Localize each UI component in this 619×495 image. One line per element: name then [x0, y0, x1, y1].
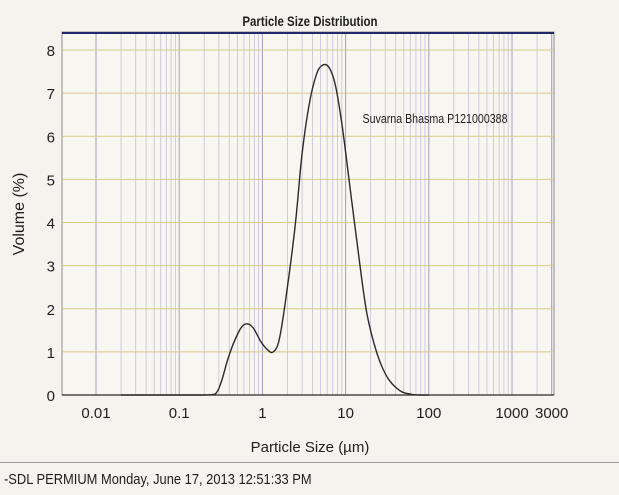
- x-tick-label: 100: [416, 405, 441, 422]
- x-tick-labels: 0.01 0.1 1 10 100 1000 3000: [81, 405, 568, 422]
- status-footer: [0, 462, 619, 495]
- series-line: [120, 63, 429, 396]
- y-tick-label: 2: [47, 302, 55, 319]
- y-tick-label: 6: [47, 129, 55, 146]
- y-tick-label: 5: [47, 172, 55, 189]
- series-annotation: Suvarna Bhasma P121000388: [362, 111, 507, 126]
- chart-title: Particle Size Distribution: [242, 13, 377, 29]
- plot-area: [61, 31, 555, 396]
- y-tick-label: 3: [47, 259, 55, 276]
- footer-text: -SDL PERMIUM Monday, June 17, 2013 12:51…: [4, 471, 312, 488]
- y-axis-label: Volume (%): [11, 173, 28, 256]
- y-tick-labels: 0 1 2 3 4 5 6 7 8: [47, 43, 55, 405]
- x-tick-label: 1000: [495, 405, 528, 422]
- x-tick-label: 1: [258, 405, 266, 422]
- y-tick-label: 1: [47, 345, 55, 362]
- grid: [62, 33, 554, 395]
- x-tick-label: 10: [337, 405, 354, 422]
- y-tick-label: 8: [47, 43, 55, 60]
- x-axis-label: Particle Size (µm): [251, 439, 370, 456]
- y-tick-label: 4: [47, 216, 55, 233]
- y-tick-label: 7: [47, 86, 55, 103]
- x-tick-label: 3000: [535, 405, 568, 422]
- x-tick-label: 0.1: [169, 405, 190, 422]
- y-tick-label: 0: [47, 388, 55, 405]
- x-tick-label: 0.01: [81, 405, 110, 422]
